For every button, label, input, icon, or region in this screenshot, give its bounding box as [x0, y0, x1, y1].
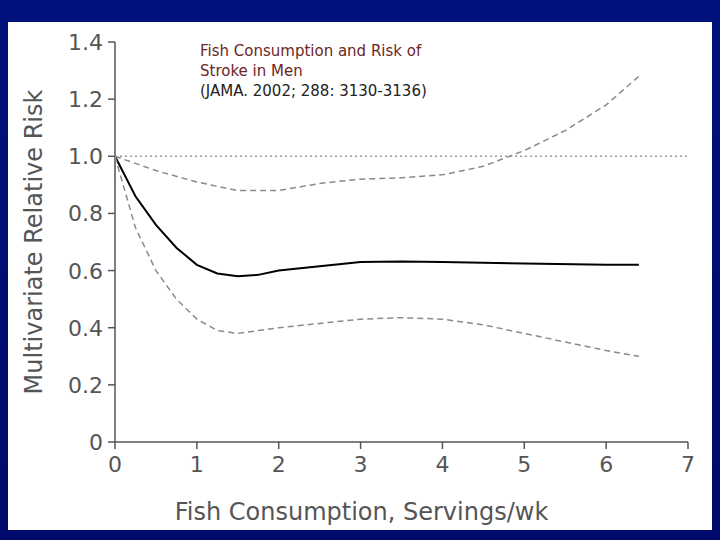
- x-tick-label: 7: [681, 452, 695, 477]
- y-tick: [108, 156, 115, 158]
- series-line: [115, 76, 639, 190]
- y-tick: [108, 441, 115, 443]
- x-tick: [114, 442, 116, 449]
- y-tick-label: 1.0: [68, 144, 103, 169]
- y-tick: [108, 98, 115, 100]
- y-tick-label: 0.8: [68, 201, 103, 226]
- subtitle: (JAMA. 2002; 288: 3130-3136): [200, 82, 427, 100]
- x-tick-label: 4: [435, 452, 449, 477]
- y-tick: [108, 384, 115, 386]
- y-tick: [108, 213, 115, 215]
- y-tick-label: 0.6: [68, 259, 103, 284]
- series-line: [115, 156, 688, 158]
- x-tick-label: 1: [190, 452, 204, 477]
- x-tick-label: 5: [517, 452, 531, 477]
- x-tick-label: 2: [272, 452, 286, 477]
- y-tick-label: 1.4: [68, 30, 103, 55]
- y-tick-label: 0.2: [68, 373, 103, 398]
- series-line: [115, 156, 639, 276]
- x-tick: [524, 442, 526, 449]
- panel: [8, 22, 712, 530]
- y-tick: [108, 327, 115, 329]
- x-tick-label: 3: [354, 452, 368, 477]
- y-tick-label: 0.4: [68, 316, 103, 341]
- x-tick: [442, 442, 444, 449]
- y-tick: [108, 41, 115, 43]
- y-tick: [108, 270, 115, 272]
- plot-area: [115, 76, 688, 356]
- chart: 0 1 2 3 4 5 6 7 0 0.2 0.4 0.6 0.8 1.0 1.2 1.4 Fish Consu…: [0, 0, 720, 540]
- x-tick: [196, 442, 198, 449]
- x-axis: [115, 441, 688, 443]
- x-tick-label: 6: [599, 452, 613, 477]
- x-tick: [360, 442, 362, 449]
- series-line: [115, 156, 639, 356]
- y-tick-label: 0: [89, 430, 103, 455]
- x-tick-label: 0: [108, 452, 122, 477]
- x-tick: [687, 442, 689, 449]
- title: Fish Consumption and Risk ofStroke in Me…: [200, 42, 422, 80]
- x-tick: [278, 442, 280, 449]
- y-axis-label: Multivariate Relative Risk: [20, 90, 48, 395]
- y-axis: [114, 42, 116, 442]
- x-tick: [605, 442, 607, 449]
- x-axis-label: Fish Consumption, Servings/wk: [175, 498, 549, 526]
- y-tick-label: 1.2: [68, 87, 103, 112]
